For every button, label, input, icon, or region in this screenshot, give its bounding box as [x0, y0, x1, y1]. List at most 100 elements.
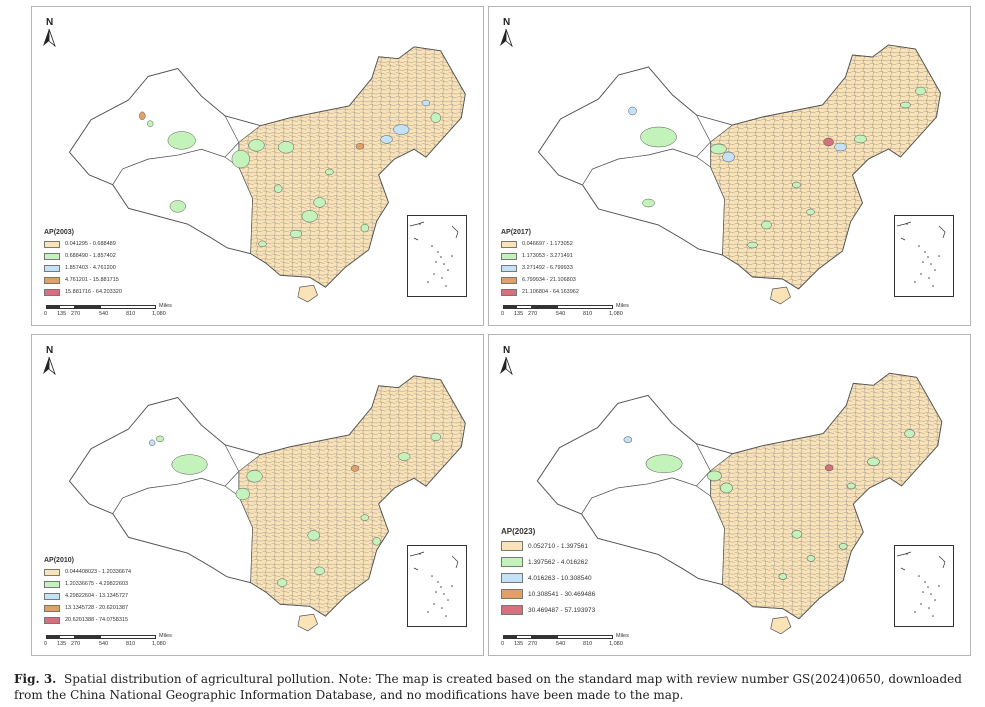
scale-tick: 135 [514, 641, 524, 647]
scale-tick: 810 [583, 641, 593, 647]
legend-swatch [501, 240, 517, 248]
prefecture-class-2-2010-4 [235, 487, 250, 501]
legend-title: AP(2010) [44, 557, 74, 564]
prefecture-class-2-2003-15 [325, 168, 334, 176]
map-panel-2003: N AP(2003) 0.041295 - 0.688489 0.688490 - 1… [31, 6, 484, 326]
country-outline-2017 [537, 44, 941, 290]
prefecture-class-2-2010-9 [314, 566, 325, 576]
prefecture-class-2-2010-0 [171, 454, 208, 475]
scale-tick: 135 [514, 311, 524, 317]
legend-swatch [44, 276, 60, 284]
legend-class-label: 10.308541 - 30.469486 [528, 590, 596, 598]
prefecture-class-2-2010-6 [398, 452, 411, 461]
prefecture-class-2-2023-10 [838, 543, 848, 550]
figure-caption: Fig. 3. Spatial distribution of agricult… [14, 671, 972, 703]
legend-2010: AP(2010) 0.044408023 - 1.20336674 1.203366… [44, 557, 131, 626]
scale-tick: 270 [528, 311, 538, 317]
scale-unit: Miles [159, 303, 172, 309]
hainan-island-2010 [297, 613, 319, 632]
prefecture-class-2-2010-3 [246, 470, 263, 483]
legend-class-label: 0.044408023 - 1.20336674 [65, 569, 132, 575]
scale-tick: 1,080 [152, 311, 166, 317]
north-label: N [46, 345, 54, 356]
map-panel-2017: N AP(2017) 0.046697 - 1.173052 1.173053 - 3… [488, 6, 971, 326]
scale-bar-graphic [46, 305, 156, 309]
scale-tick: 270 [71, 311, 81, 317]
scale-tick: 540 [556, 311, 566, 317]
legend-class-label: 30.469487 - 57.193973 [528, 606, 596, 614]
south-china-sea-inset [407, 215, 467, 297]
legend-swatch [44, 568, 60, 576]
legend-class-label: 15.881716 - 64.203320 [65, 289, 122, 295]
scale-tick: 810 [126, 311, 136, 317]
legend-class-label: 1.173053 - 3.271491 [522, 253, 573, 259]
legend-class-label: 4.016263 - 10.308540 [528, 574, 592, 582]
legend-title: AP(2023) [501, 527, 536, 536]
legend-swatch [501, 288, 517, 296]
prefecture-class-2-2003-16 [274, 184, 283, 193]
legend-row: 30.469487 - 57.193973 [501, 602, 595, 618]
legend-class-label: 4.29822604 - 13.1345727 [65, 593, 129, 599]
legend-row: 1.20336675 - 4.29822603 [44, 578, 131, 590]
legend-swatch [501, 605, 523, 615]
prefecture-class-3-2003-8 [380, 135, 393, 144]
north-arrow: N [497, 345, 517, 381]
legend-class-label: 21.106804 - 64.163962 [522, 289, 579, 295]
scale-tick: 0 [44, 311, 48, 317]
inset-islands [896, 551, 946, 617]
prefecture-class-2-2003-10 [169, 200, 186, 213]
country-outline-2010 [68, 375, 466, 617]
legend-2017: AP(2017) 0.046697 - 1.173052 1.173053 - 3.… [501, 229, 579, 298]
prefecture-class-2-2010-7 [430, 432, 441, 442]
prefecture-class-2-2023-0 [645, 454, 683, 474]
figure-label: Fig. 3. [14, 672, 57, 686]
scale-tick: 270 [71, 641, 81, 647]
map-panel-2010: N AP(2010) 0.044408023 - 1.20336674 1.20336… [31, 334, 484, 656]
legend-title: AP(2017) [501, 229, 531, 236]
legend-row: 0.046697 - 1.173052 [501, 238, 579, 250]
prefecture-class-2-2023-9 [806, 555, 816, 562]
china-map-2010 [68, 375, 466, 632]
legend-2003: AP(2003) 0.041295 - 0.688489 0.688490 - 1.… [44, 229, 122, 298]
prefecture-class-2-2010-2 [155, 435, 165, 443]
prefecture-class-2-2017-12 [761, 220, 772, 230]
prefecture-class-4-2003-6 [355, 143, 365, 150]
figure-caption-text: Spatial distribution of agricultural pol… [14, 672, 962, 702]
legend-row: 1.397562 - 4.016262 [501, 554, 595, 570]
prefecture-class-2-2003-5 [248, 139, 265, 152]
map-panel-2023: N AP(2023) 0.052710 - 1.397561 1.397562 - 4… [488, 334, 971, 656]
prefecture-class-4-2003-1 [139, 111, 146, 120]
north-label: N [503, 17, 511, 28]
prefecture-class-2-2003-13 [360, 223, 370, 233]
prefecture-class-3-2023-1 [623, 436, 633, 443]
prefecture-class-2-2010-12 [276, 578, 288, 587]
prefecture-class-2-2003-3 [277, 141, 295, 154]
inset-islands [896, 221, 946, 287]
north-arrow-icon [500, 29, 513, 47]
legend-class-label: 1.857403 - 4.761200 [65, 265, 116, 271]
scale-unit: Miles [616, 633, 629, 639]
legend-title: AP(2003) [44, 229, 74, 236]
legend-class-label: 13.1345728 - 20.6201387 [65, 605, 129, 611]
prefecture-class-2-2003-14 [430, 112, 441, 123]
prefecture-class-2-2017-0 [640, 126, 677, 148]
north-arrow: N [40, 17, 60, 53]
scale-unit: Miles [616, 303, 629, 309]
prefecture-class-3-2003-9 [421, 99, 431, 107]
legend-swatch [44, 264, 60, 272]
legend-class-label: 20.6201388 - 74.0758315 [65, 617, 129, 623]
scale-tick: 810 [583, 311, 593, 317]
legend-row: 0.052710 - 1.397561 [501, 538, 595, 554]
legend-swatch [501, 264, 517, 272]
scale-tick: 1,080 [152, 641, 166, 647]
prefecture-class-2-2023-6 [867, 457, 880, 467]
prefecture-class-2-2023-2 [707, 470, 722, 482]
legend-swatch [44, 252, 60, 260]
legend-row: 15.881716 - 64.203320 [44, 286, 122, 298]
legend-row: 4.761201 - 15.881715 [44, 274, 122, 286]
scale-tick: 135 [57, 641, 67, 647]
legend-row: 4.29822604 - 13.1345727 [44, 590, 131, 602]
prefecture-class-3-2017-2 [722, 151, 735, 163]
prefecture-class-2-2010-8 [307, 530, 320, 541]
north-arrow: N [40, 345, 60, 381]
